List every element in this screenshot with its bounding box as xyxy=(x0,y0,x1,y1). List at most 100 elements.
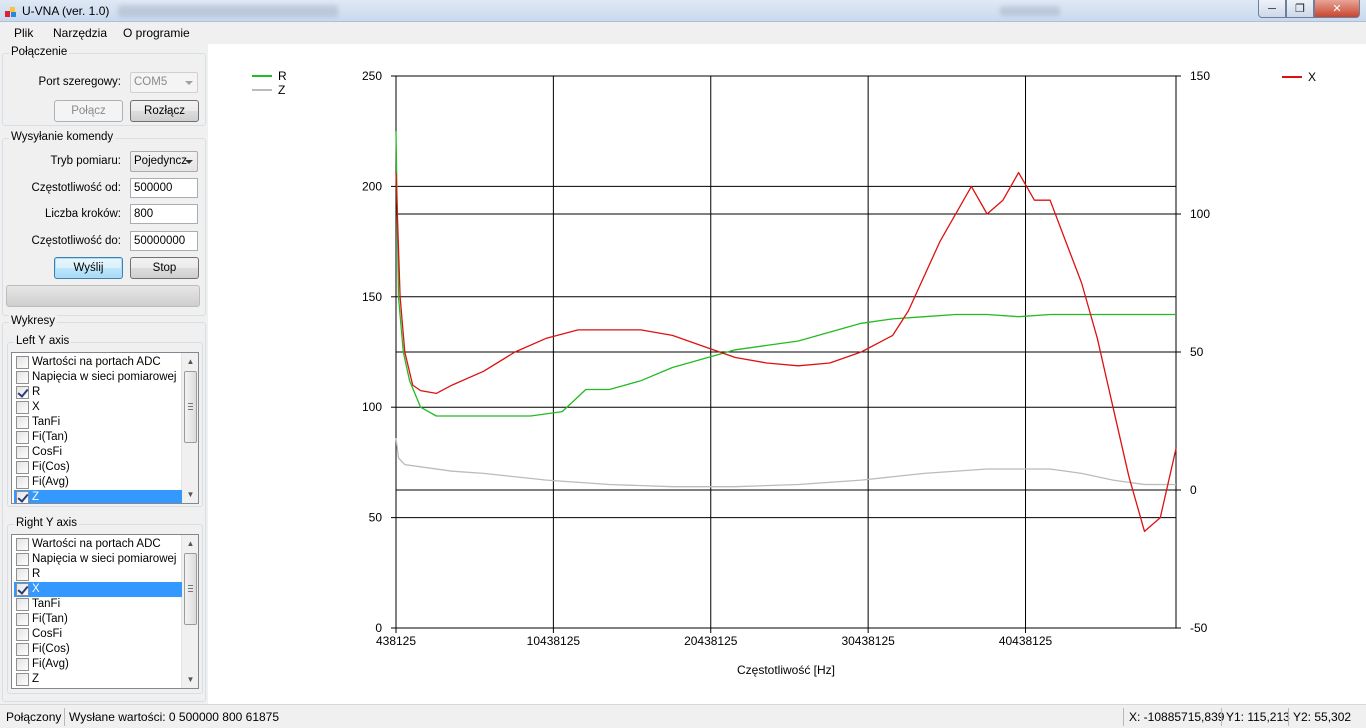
scroll-down-icon[interactable]: ▼ xyxy=(186,675,195,684)
scroll-down-icon[interactable]: ▼ xyxy=(186,490,195,499)
checkbox[interactable] xyxy=(16,371,29,384)
y-left-tick-label: 150 xyxy=(362,290,382,304)
legend-label-r: R xyxy=(278,69,287,83)
scroll-thumb[interactable] xyxy=(184,371,197,443)
list-item-warto-ci-na-portach-adc[interactable]: Wartości na portach ADC xyxy=(14,355,182,370)
checkbox[interactable] xyxy=(16,386,29,399)
checkbox[interactable] xyxy=(16,538,29,551)
list-item-label: Fi(Avg) xyxy=(32,658,69,670)
menu-plik[interactable]: Plik xyxy=(14,26,34,40)
freq-to-input[interactable] xyxy=(130,231,198,251)
connect-button[interactable]: Połącz xyxy=(54,100,123,122)
checkbox[interactable] xyxy=(16,356,29,369)
freq-to-label: Częstotliwość do: xyxy=(31,235,121,247)
connection-group: Połączenie Port szeregowy: COM5 Połącz R… xyxy=(2,46,206,126)
series-line-x xyxy=(395,171,1177,533)
scroll-thumb[interactable] xyxy=(184,553,197,625)
freq-from-input[interactable] xyxy=(130,178,198,198)
x-tick-label: 30438125 xyxy=(841,634,895,648)
list-item-r[interactable]: R xyxy=(14,567,182,582)
list-item-x[interactable]: X xyxy=(14,582,182,597)
left-list-scrollbar[interactable]: ▲ ▼ xyxy=(181,353,198,503)
checkbox[interactable] xyxy=(16,431,29,444)
checkbox[interactable] xyxy=(16,658,29,671)
list-item-label: Z xyxy=(32,491,40,503)
scroll-up-icon[interactable]: ▲ xyxy=(186,539,195,548)
list-item-warto-ci-na-portach-adc[interactable]: Wartości na portach ADC xyxy=(14,537,182,552)
list-item-x[interactable]: X xyxy=(14,400,182,415)
list-item-fi-avg-[interactable]: Fi(Avg) xyxy=(14,657,182,672)
list-item-tanfi[interactable]: TanFi xyxy=(14,597,182,612)
close-button[interactable]: ✕ xyxy=(1314,0,1360,18)
x-tick-label: 438125 xyxy=(376,634,416,648)
list-item-label: Fi(Cos) xyxy=(32,643,70,655)
menu-narzedzia[interactable]: Narzędzia xyxy=(53,26,108,40)
checkbox[interactable] xyxy=(16,613,29,626)
list-item-r[interactable]: R xyxy=(14,385,182,400)
sent-values: Wysłane wartości: 0 500000 800 61875 xyxy=(69,710,280,724)
list-item-cosfi[interactable]: CosFi xyxy=(14,445,182,460)
disconnect-button[interactable]: Rozłącz xyxy=(130,100,199,122)
list-item-z[interactable]: Z xyxy=(14,490,182,503)
command-group-title: Wysyłanie komendy xyxy=(9,131,116,143)
checkbox[interactable] xyxy=(16,643,29,656)
list-item-tanfi[interactable]: TanFi xyxy=(14,415,182,430)
checkbox[interactable] xyxy=(16,446,29,459)
mode-select[interactable]: Pojedyncz xyxy=(130,151,198,172)
list-item-fi-tan-[interactable]: Fi(Tan) xyxy=(14,612,182,627)
checkbox[interactable] xyxy=(16,628,29,641)
list-item-label: Fi(Tan) xyxy=(32,431,68,443)
checkbox[interactable] xyxy=(16,461,29,474)
checkbox[interactable] xyxy=(16,416,29,429)
checkbox[interactable] xyxy=(16,568,29,581)
chevron-down-icon xyxy=(185,81,193,85)
list-item-napi-cia-w-sieci-pomiarowej[interactable]: Napięcia w sieci pomiarowej xyxy=(14,370,182,385)
port-select[interactable]: COM5 xyxy=(130,72,198,93)
right-axis-title: Right Y axis xyxy=(14,517,79,529)
freq-from-label: Częstotliwość od: xyxy=(31,182,121,194)
right-axis-list[interactable]: ▲ ▼ Wartości na portach ADC Napięcia w si… xyxy=(11,534,199,689)
maximize-button[interactable]: ❐ xyxy=(1286,0,1314,18)
list-item-label: Fi(Tan) xyxy=(32,613,68,625)
minimize-button[interactable]: ─ xyxy=(1258,0,1286,18)
scroll-up-icon[interactable]: ▲ xyxy=(186,357,195,366)
checkbox[interactable] xyxy=(16,598,29,611)
steps-label: Liczba kroków: xyxy=(44,208,121,220)
checkbox[interactable] xyxy=(16,583,29,596)
chart-area[interactable]: 438125 10438125 20438125 30438125 40438125 0 5… xyxy=(208,44,1366,704)
menu-o-programie[interactable]: O programie xyxy=(123,26,190,40)
list-item-label: X xyxy=(32,401,40,413)
right-list-scrollbar[interactable]: ▲ ▼ xyxy=(181,535,198,688)
list-item-z[interactable]: Z xyxy=(14,672,182,687)
list-item-napi-cia-w-sieci-pomiarowej[interactable]: Napięcia w sieci pomiarowej xyxy=(14,552,182,567)
plots-group: Wykresy Left Y axis ▲ ▼ Wartości na port… xyxy=(2,315,206,702)
chevron-down-icon xyxy=(185,160,193,164)
mode-label: Tryb pomiaru: xyxy=(50,155,121,167)
stop-button[interactable]: Stop xyxy=(130,257,199,279)
window-controls: ─ ❐ ✕ xyxy=(1258,0,1360,18)
left-axis-list[interactable]: ▲ ▼ Wartości na portach ADC Napięcia w si… xyxy=(11,352,199,504)
list-item-cosfi[interactable]: CosFi xyxy=(14,627,182,642)
list-item-label: Wartości na portach ADC xyxy=(32,356,161,368)
list-item-fi-cos-[interactable]: Fi(Cos) xyxy=(14,460,182,475)
left-panel: Połączenie Port szeregowy: COM5 Połącz R… xyxy=(0,44,208,704)
checkbox[interactable] xyxy=(16,401,29,414)
list-item-fi-tan-[interactable]: Fi(Tan) xyxy=(14,430,182,445)
y-left-tick-label: 100 xyxy=(362,400,382,414)
steps-input[interactable] xyxy=(130,204,198,224)
checkbox[interactable] xyxy=(16,673,29,686)
list-item-label: Napięcia w sieci pomiarowej xyxy=(32,553,177,565)
close-icon: ✕ xyxy=(1332,3,1342,15)
y-right-tick-label: 50 xyxy=(1190,345,1204,359)
list-item-label: X xyxy=(32,583,40,595)
list-item-fi-cos-[interactable]: Fi(Cos) xyxy=(14,642,182,657)
checkbox[interactable] xyxy=(16,491,29,503)
send-button[interactable]: Wyślij xyxy=(54,257,123,279)
series-line-z xyxy=(395,438,1176,488)
checkbox[interactable] xyxy=(16,476,29,489)
port-select-value: COM5 xyxy=(134,76,168,88)
impedance-chart[interactable]: 438125 10438125 20438125 30438125 40438125 0 5… xyxy=(208,44,1366,704)
connection-status: Połączony xyxy=(6,710,62,724)
list-item-fi-avg-[interactable]: Fi(Avg) xyxy=(14,475,182,490)
checkbox[interactable] xyxy=(16,553,29,566)
